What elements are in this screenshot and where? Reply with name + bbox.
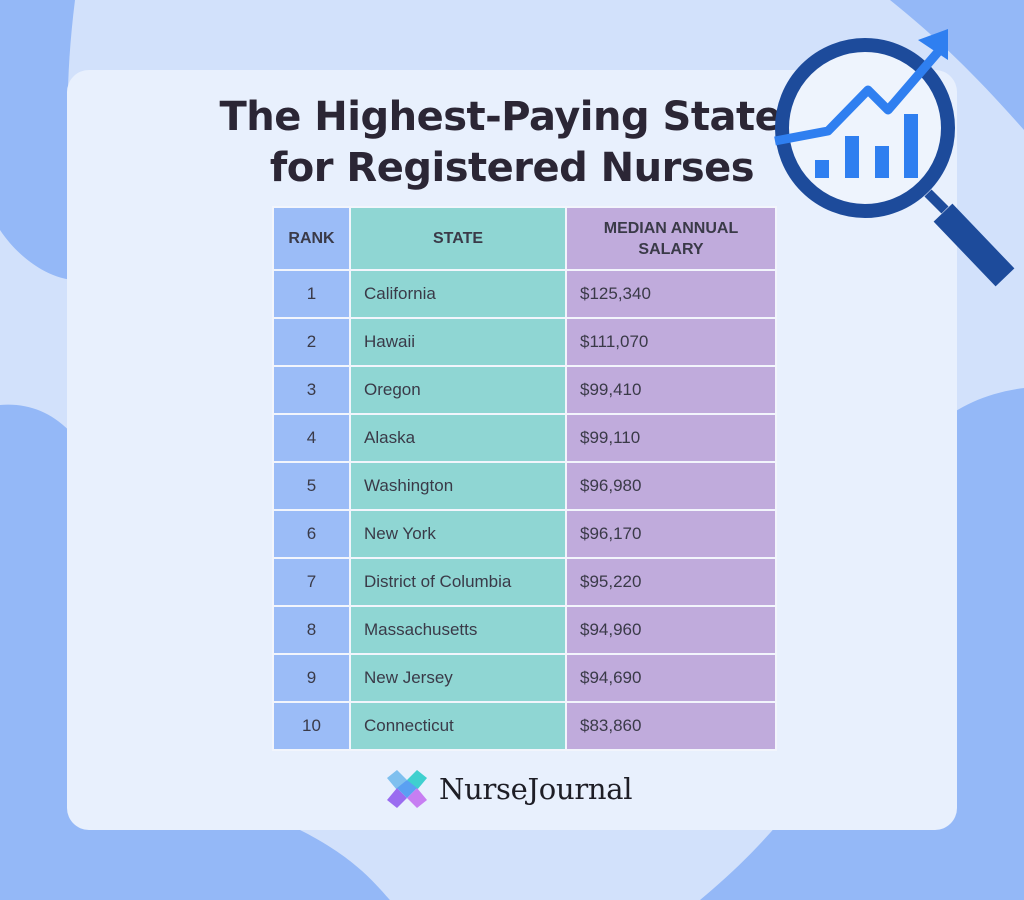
table-row: 1 California $125,340 — [274, 271, 775, 317]
table-row: 5 Washington $96,980 — [274, 463, 775, 509]
table-row: 4 Alaska $99,110 — [274, 415, 775, 461]
salary-cell: $99,410 — [567, 367, 775, 413]
rank-cell: 3 — [274, 367, 349, 413]
table-row: 3 Oregon $99,410 — [274, 367, 775, 413]
table-row: 10 Connecticut $83,860 — [274, 703, 775, 749]
salary-cell: $96,980 — [567, 463, 775, 509]
rank-cell: 6 — [274, 511, 349, 557]
rank-cell: 8 — [274, 607, 349, 653]
background-blob-top — [0, 0, 1024, 130]
salary-table: RANK STATE MEDIAN ANNUAL SALARY 1 Califo… — [272, 206, 777, 751]
header-rank: RANK — [274, 208, 349, 269]
header-state: STATE — [351, 208, 565, 269]
state-cell: Oregon — [351, 367, 565, 413]
state-cell: California — [351, 271, 565, 317]
rank-cell: 10 — [274, 703, 349, 749]
salary-cell: $96,170 — [567, 511, 775, 557]
table-row: 2 Hawaii $111,070 — [274, 319, 775, 365]
state-cell: Connecticut — [351, 703, 565, 749]
state-cell: Washington — [351, 463, 565, 509]
state-cell: District of Columbia — [351, 559, 565, 605]
salary-cell: $95,220 — [567, 559, 775, 605]
rank-cell: 5 — [274, 463, 349, 509]
state-cell: New York — [351, 511, 565, 557]
salary-cell: $83,860 — [567, 703, 775, 749]
state-cell: Hawaii — [351, 319, 565, 365]
state-cell: Massachusetts — [351, 607, 565, 653]
rank-cell: 1 — [274, 271, 349, 317]
salary-cell: $111,070 — [567, 319, 775, 365]
magnifier-trend-icon — [774, 29, 1015, 287]
header-salary: MEDIAN ANNUAL SALARY — [567, 208, 775, 269]
table-row: 6 New York $96,170 — [274, 511, 775, 557]
nursejournal-logo-icon — [387, 770, 427, 808]
brand-logo: NurseJournal — [385, 768, 633, 810]
rank-cell: 7 — [274, 559, 349, 605]
salary-cell: $94,960 — [567, 607, 775, 653]
rank-cell: 9 — [274, 655, 349, 701]
chart-title: The Highest-Paying States for Registered… — [219, 94, 805, 191]
table-row: 9 New Jersey $94,690 — [274, 655, 775, 701]
salary-cell: $125,340 — [567, 271, 775, 317]
salary-cell: $94,690 — [567, 655, 775, 701]
state-cell: Alaska — [351, 415, 565, 461]
table-header-row: RANK STATE MEDIAN ANNUAL SALARY — [274, 208, 775, 269]
rank-cell: 2 — [274, 319, 349, 365]
rank-cell: 4 — [274, 415, 349, 461]
state-cell: New Jersey — [351, 655, 565, 701]
salary-cell: $99,110 — [567, 415, 775, 461]
table-row: 8 Massachusetts $94,960 — [274, 607, 775, 653]
table-row: 7 District of Columbia $95,220 — [274, 559, 775, 605]
brand-name: NurseJournal — [439, 772, 633, 806]
